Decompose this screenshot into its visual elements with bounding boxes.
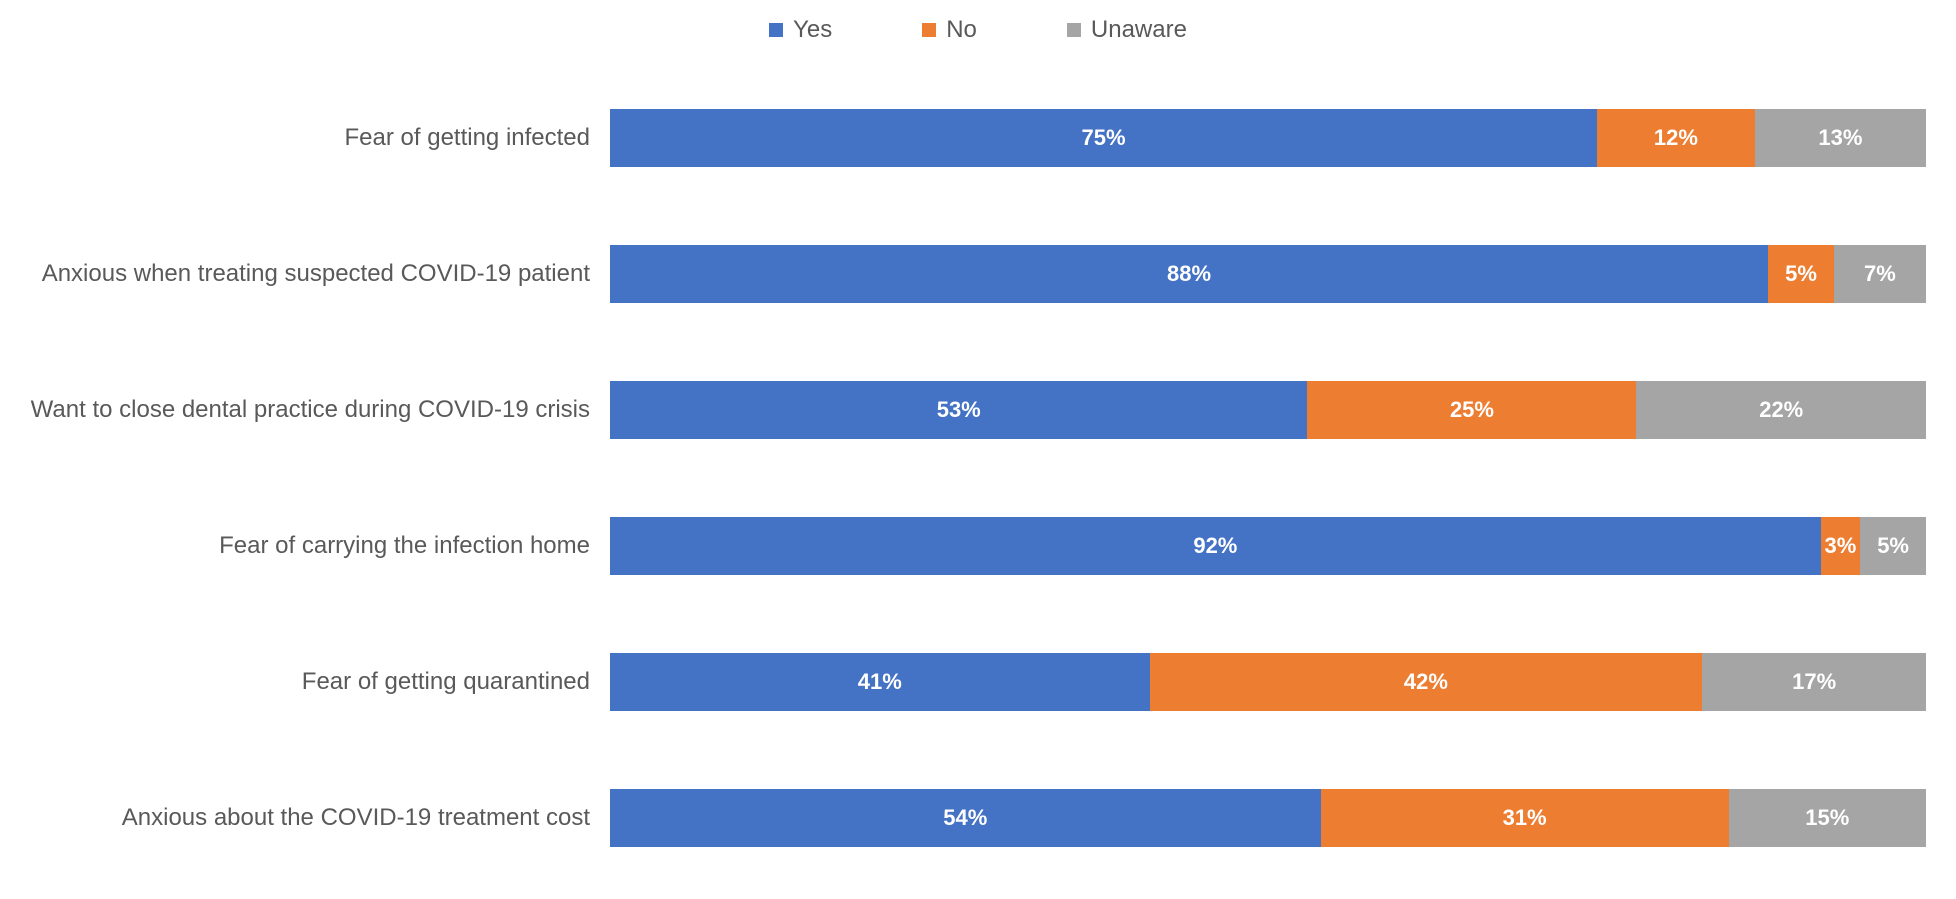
bar-segment-no: 12% xyxy=(1597,109,1755,167)
legend-item-yes: Yes xyxy=(769,16,832,44)
category-label: Fear of carrying the infection home xyxy=(30,532,610,561)
bar-row: Fear of getting quarantined 41% 42% 17% xyxy=(30,614,1926,750)
bar-segment-no: 31% xyxy=(1321,789,1729,847)
swatch-no xyxy=(922,23,936,37)
swatch-yes xyxy=(769,23,783,37)
legend-label-no: No xyxy=(946,16,977,44)
bar-segment-unaware: 5% xyxy=(1860,517,1926,575)
bar-segment-unaware: 7% xyxy=(1834,245,1926,303)
bar-track: 75% 12% 13% xyxy=(610,109,1926,167)
bar-track: 54% 31% 15% xyxy=(610,789,1926,847)
bar-segment-yes: 41% xyxy=(610,653,1150,711)
stacked-bar-chart: Yes No Unaware Fear of getting infected … xyxy=(0,0,1956,899)
category-label: Want to close dental practice during COV… xyxy=(30,396,610,425)
bar-segment-no: 25% xyxy=(1307,381,1636,439)
bar-segment-unaware: 15% xyxy=(1729,789,1926,847)
bar-track: 88% 5% 7% xyxy=(610,245,1926,303)
legend-item-no: No xyxy=(922,16,977,44)
bar-row: Anxious when treating suspected COVID-19… xyxy=(30,206,1926,342)
category-label: Anxious when treating suspected COVID-19… xyxy=(30,260,610,289)
swatch-unaware xyxy=(1067,23,1081,37)
bar-track: 53% 25% 22% xyxy=(610,381,1926,439)
bar-track: 41% 42% 17% xyxy=(610,653,1926,711)
bar-segment-no: 3% xyxy=(1821,517,1860,575)
category-label: Anxious about the COVID-19 treatment cos… xyxy=(30,804,610,833)
chart-rows: Fear of getting infected 75% 12% 13% Anx… xyxy=(0,70,1956,886)
bar-segment-yes: 53% xyxy=(610,381,1307,439)
legend-item-unaware: Unaware xyxy=(1067,16,1187,44)
bar-segment-yes: 88% xyxy=(610,245,1768,303)
bar-segment-unaware: 17% xyxy=(1702,653,1926,711)
bar-row: Want to close dental practice during COV… xyxy=(30,342,1926,478)
category-label: Fear of getting quarantined xyxy=(30,668,610,697)
bar-row: Anxious about the COVID-19 treatment cos… xyxy=(30,750,1926,886)
bar-segment-yes: 75% xyxy=(610,109,1597,167)
bar-track: 92% 3% 5% xyxy=(610,517,1926,575)
legend-label-unaware: Unaware xyxy=(1091,16,1187,44)
bar-row: Fear of getting infected 75% 12% 13% xyxy=(30,70,1926,206)
bar-segment-unaware: 13% xyxy=(1755,109,1926,167)
bar-segment-yes: 54% xyxy=(610,789,1321,847)
bar-segment-unaware: 22% xyxy=(1636,381,1926,439)
bar-segment-no: 5% xyxy=(1768,245,1834,303)
category-label: Fear of getting infected xyxy=(30,124,610,153)
bar-segment-no: 42% xyxy=(1150,653,1703,711)
bar-segment-yes: 92% xyxy=(610,517,1821,575)
legend: Yes No Unaware xyxy=(0,10,1956,50)
bar-row: Fear of carrying the infection home 92% … xyxy=(30,478,1926,614)
legend-label-yes: Yes xyxy=(793,16,832,44)
